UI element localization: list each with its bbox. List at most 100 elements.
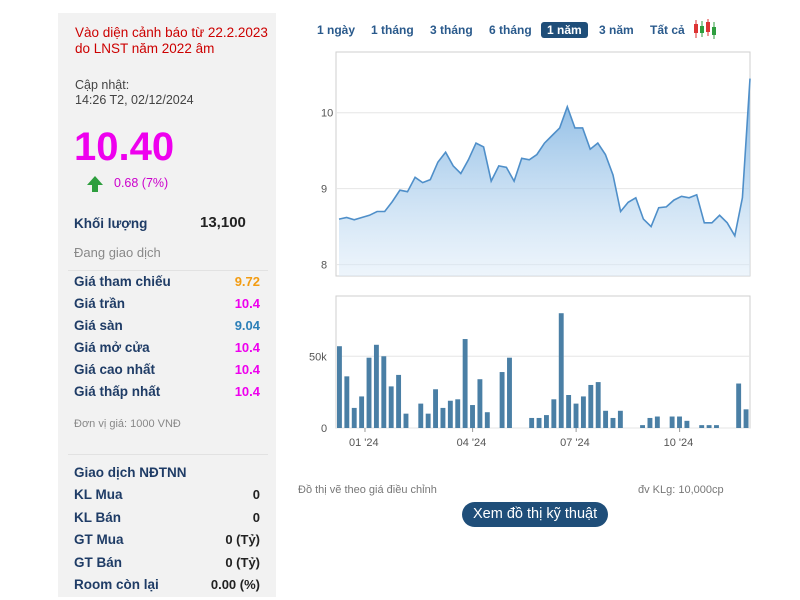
volume-bar <box>477 379 483 428</box>
ceiling-price-label: Giá trần <box>74 296 126 311</box>
volume-bar <box>425 413 431 428</box>
foreign-buy-volume-label: KL Mua <box>74 487 123 502</box>
foreign-buy-value-label: GT Mua <box>74 532 124 547</box>
volume-bar <box>381 356 387 428</box>
trading-status: Đang giao dịch <box>74 245 161 260</box>
volume-bar <box>366 357 372 428</box>
volume-label: Khối lượng <box>74 216 148 231</box>
ref-price-label: Giá tham chiếu <box>74 274 171 289</box>
ceiling-price-value: 10.4 <box>234 296 260 311</box>
volume-bar <box>714 425 719 428</box>
price-tick-label: 8 <box>321 260 327 272</box>
volume-value: 13,100 <box>200 214 246 231</box>
volume-bar <box>595 382 601 428</box>
price-change: 0.68 (7%) <box>114 176 169 190</box>
tab-3-months[interactable]: 3 tháng <box>430 23 473 37</box>
volume-bar <box>551 399 557 428</box>
updated-label: Cập nhật: <box>75 78 130 92</box>
stock-chart: 8 9 10 0 50k 01 '24 04 '24 07 '24 10 '24 <box>309 51 751 449</box>
room-remaining-value: 0.00 (%) <box>210 577 260 592</box>
divider <box>68 454 268 455</box>
divider <box>68 270 268 271</box>
tab-all[interactable]: Tất cả <box>650 23 685 37</box>
x-tick-label: 07 '24 <box>560 437 590 449</box>
tab-1-month[interactable]: 1 tháng <box>371 23 414 37</box>
volume-bar <box>736 383 742 428</box>
updated-time: 14:26 T2, 02/12/2024 <box>75 93 194 107</box>
low-price-label: Giá thấp nhất <box>74 384 161 399</box>
volume-bar <box>588 384 594 428</box>
floor-price-value: 9.04 <box>234 318 260 333</box>
high-price-label: Giá cao nhất <box>74 362 156 377</box>
volume-bar <box>462 339 468 428</box>
volume-bar <box>447 400 453 428</box>
room-remaining-label: Room còn lại <box>74 577 159 592</box>
volume-bar <box>351 407 357 428</box>
volume-bar <box>558 313 564 428</box>
volume-bar <box>544 415 549 428</box>
volume-bar <box>573 403 579 428</box>
volume-bar <box>580 396 586 428</box>
low-price-value: 10.4 <box>234 384 260 399</box>
floor-price-label: Giá sàn <box>74 318 123 333</box>
volume-bar <box>529 417 535 428</box>
green-up-arrow-icon <box>87 176 103 192</box>
foreign-sell-value-label: GT Bán <box>74 555 123 570</box>
volume-bar <box>403 413 409 428</box>
open-price-label: Giá mở cửa <box>74 340 150 355</box>
tab-3-years[interactable]: 3 năm <box>599 23 634 37</box>
high-price-value: 10.4 <box>234 362 260 377</box>
price-line <box>338 78 751 239</box>
tab-1-day[interactable]: 1 ngày <box>317 23 356 37</box>
open-price-value: 10.4 <box>234 340 260 355</box>
tab-6-months[interactable]: 6 tháng <box>489 23 532 37</box>
volume-bar <box>337 346 342 428</box>
chart-note-adjusted: Đồ thị vẽ theo giá điều chỉnh <box>298 484 437 496</box>
volume-bar <box>396 374 402 428</box>
volume-bar <box>566 395 572 428</box>
volume-bar <box>669 416 675 428</box>
price-tick-label: 10 <box>321 108 333 120</box>
chart-note-volume-unit: đv KLg: 10,000cp <box>638 484 724 496</box>
warning-text: Vào diện cảnh báo từ 22.2.2023 do LNST n… <box>75 25 268 56</box>
volume-bar <box>684 420 690 428</box>
foreign-sell-value-value: 0 (Tỷ) <box>225 555 260 570</box>
candlestick-icon[interactable] <box>692 18 718 40</box>
foreign-sell-volume-value: 0 <box>252 510 260 525</box>
price-tick-label: 9 <box>321 184 327 196</box>
x-tick-label: 01 '24 <box>349 437 379 449</box>
foreign-sell-volume-label: KL Bán <box>74 510 122 525</box>
volume-bar <box>359 396 365 428</box>
volume-bar <box>484 412 490 428</box>
volume-bar <box>470 405 475 428</box>
volume-bar <box>433 389 438 428</box>
volume-bar <box>499 372 505 428</box>
volume-bar <box>647 417 653 428</box>
volume-bar <box>706 425 712 428</box>
foreign-buy-volume-value: 0 <box>252 487 260 502</box>
tab-1-year[interactable]: 1 năm <box>541 22 588 38</box>
x-tick-label: 10 '24 <box>664 437 694 449</box>
volume-bar <box>344 376 350 428</box>
volume-bar <box>536 417 542 428</box>
price-unit-note: Đơn vị giá: 1000 VNĐ <box>74 418 181 430</box>
current-price: 10.40 <box>74 125 175 169</box>
technical-chart-button[interactable]: Xem đồ thị kỹ thuật <box>462 502 609 527</box>
volume-bar <box>603 410 609 428</box>
volume-tick-label: 50k <box>309 351 327 363</box>
volume-bar <box>743 409 749 428</box>
ref-price-value: 9.72 <box>234 274 260 289</box>
volume-bar <box>373 344 379 428</box>
stock-info-panel: Vào diện cảnh báo từ 22.2.2023 do LNST n… <box>58 13 276 597</box>
foreign-title: Giao dịch NĐTNN <box>74 465 187 480</box>
volume-bar <box>507 357 512 428</box>
volume-bar <box>610 417 616 428</box>
volume-bar <box>617 410 623 428</box>
volume-bar <box>654 416 660 428</box>
volume-tick-label: 0 <box>321 423 327 435</box>
volume-bar <box>388 386 394 428</box>
volume-bar <box>455 399 461 428</box>
volume-bar <box>418 403 424 428</box>
volume-bar <box>440 407 446 428</box>
volume-bar <box>699 425 705 428</box>
